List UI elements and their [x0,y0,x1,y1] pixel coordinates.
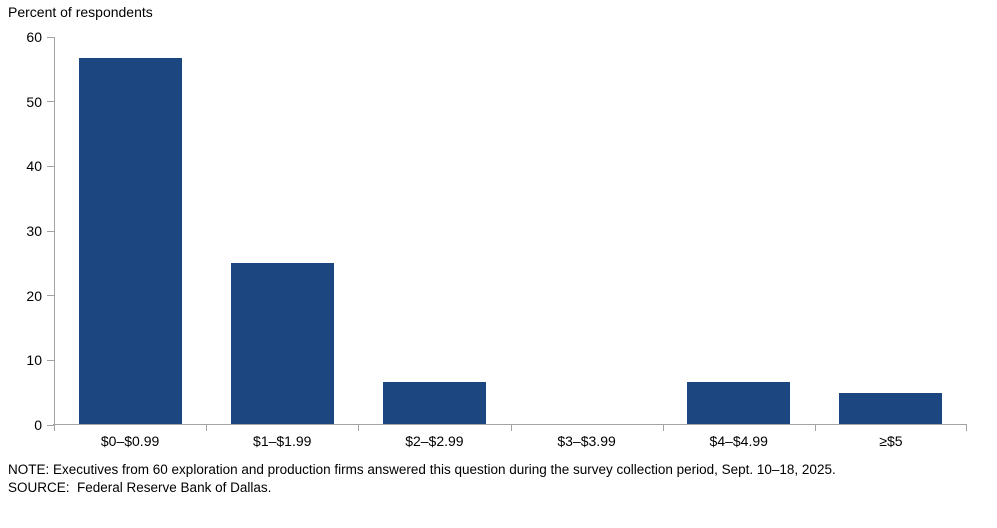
x-tick-mark [966,425,967,431]
y-tick-label: 30 [26,223,42,239]
x-category-label: $1–$1.99 [253,433,312,449]
y-tick-mark [47,359,54,361]
y-tick-label: 0 [34,417,42,433]
x-category-label: $4–$4.99 [709,433,768,449]
bar [231,263,334,424]
x-category-label: $3–$3.99 [557,433,616,449]
x-category-label: $2–$2.99 [405,433,464,449]
footnotes-block: NOTE: Executives from 60 exploration and… [8,461,990,497]
y-tick-label: 10 [26,352,42,369]
source-text: SOURCE: Federal Reserve Bank of Dallas. [8,480,272,495]
y-tick-mark [47,424,54,426]
y-axis-title: Percent of respondents [8,4,153,20]
x-category-label: $0–$0.99 [100,433,160,449]
x-tick-mark [54,425,55,431]
x-tick-mark [663,425,664,431]
y-tick-mark [47,295,54,297]
x-tick-mark [358,425,359,431]
x-tick-mark [815,425,816,431]
y-tick-mark [47,36,54,38]
y-axis-line [54,37,55,425]
y-tick-label: 40 [26,158,42,175]
bar [839,393,942,424]
bar [79,58,182,424]
y-tick-mark [47,230,54,232]
x-tick-mark [206,425,207,431]
x-axis-line [53,424,967,425]
bar [383,382,486,424]
x-tick-mark [511,425,512,431]
y-tick-mark [47,165,54,167]
y-tick-label: 50 [26,93,42,110]
y-tick-label: 60 [26,29,42,45]
plot-area: 0 10 20 30 40 50 60 $0–$0.99 $1–$1.99 $2–$2.99 $3–… [26,29,967,449]
note-text: NOTE: Executives from 60 exploration and… [8,462,836,477]
y-tick-mark [47,101,54,103]
x-category-label: ≥$5 [879,433,903,449]
y-tick-label: 20 [26,287,42,304]
bar [687,382,790,424]
